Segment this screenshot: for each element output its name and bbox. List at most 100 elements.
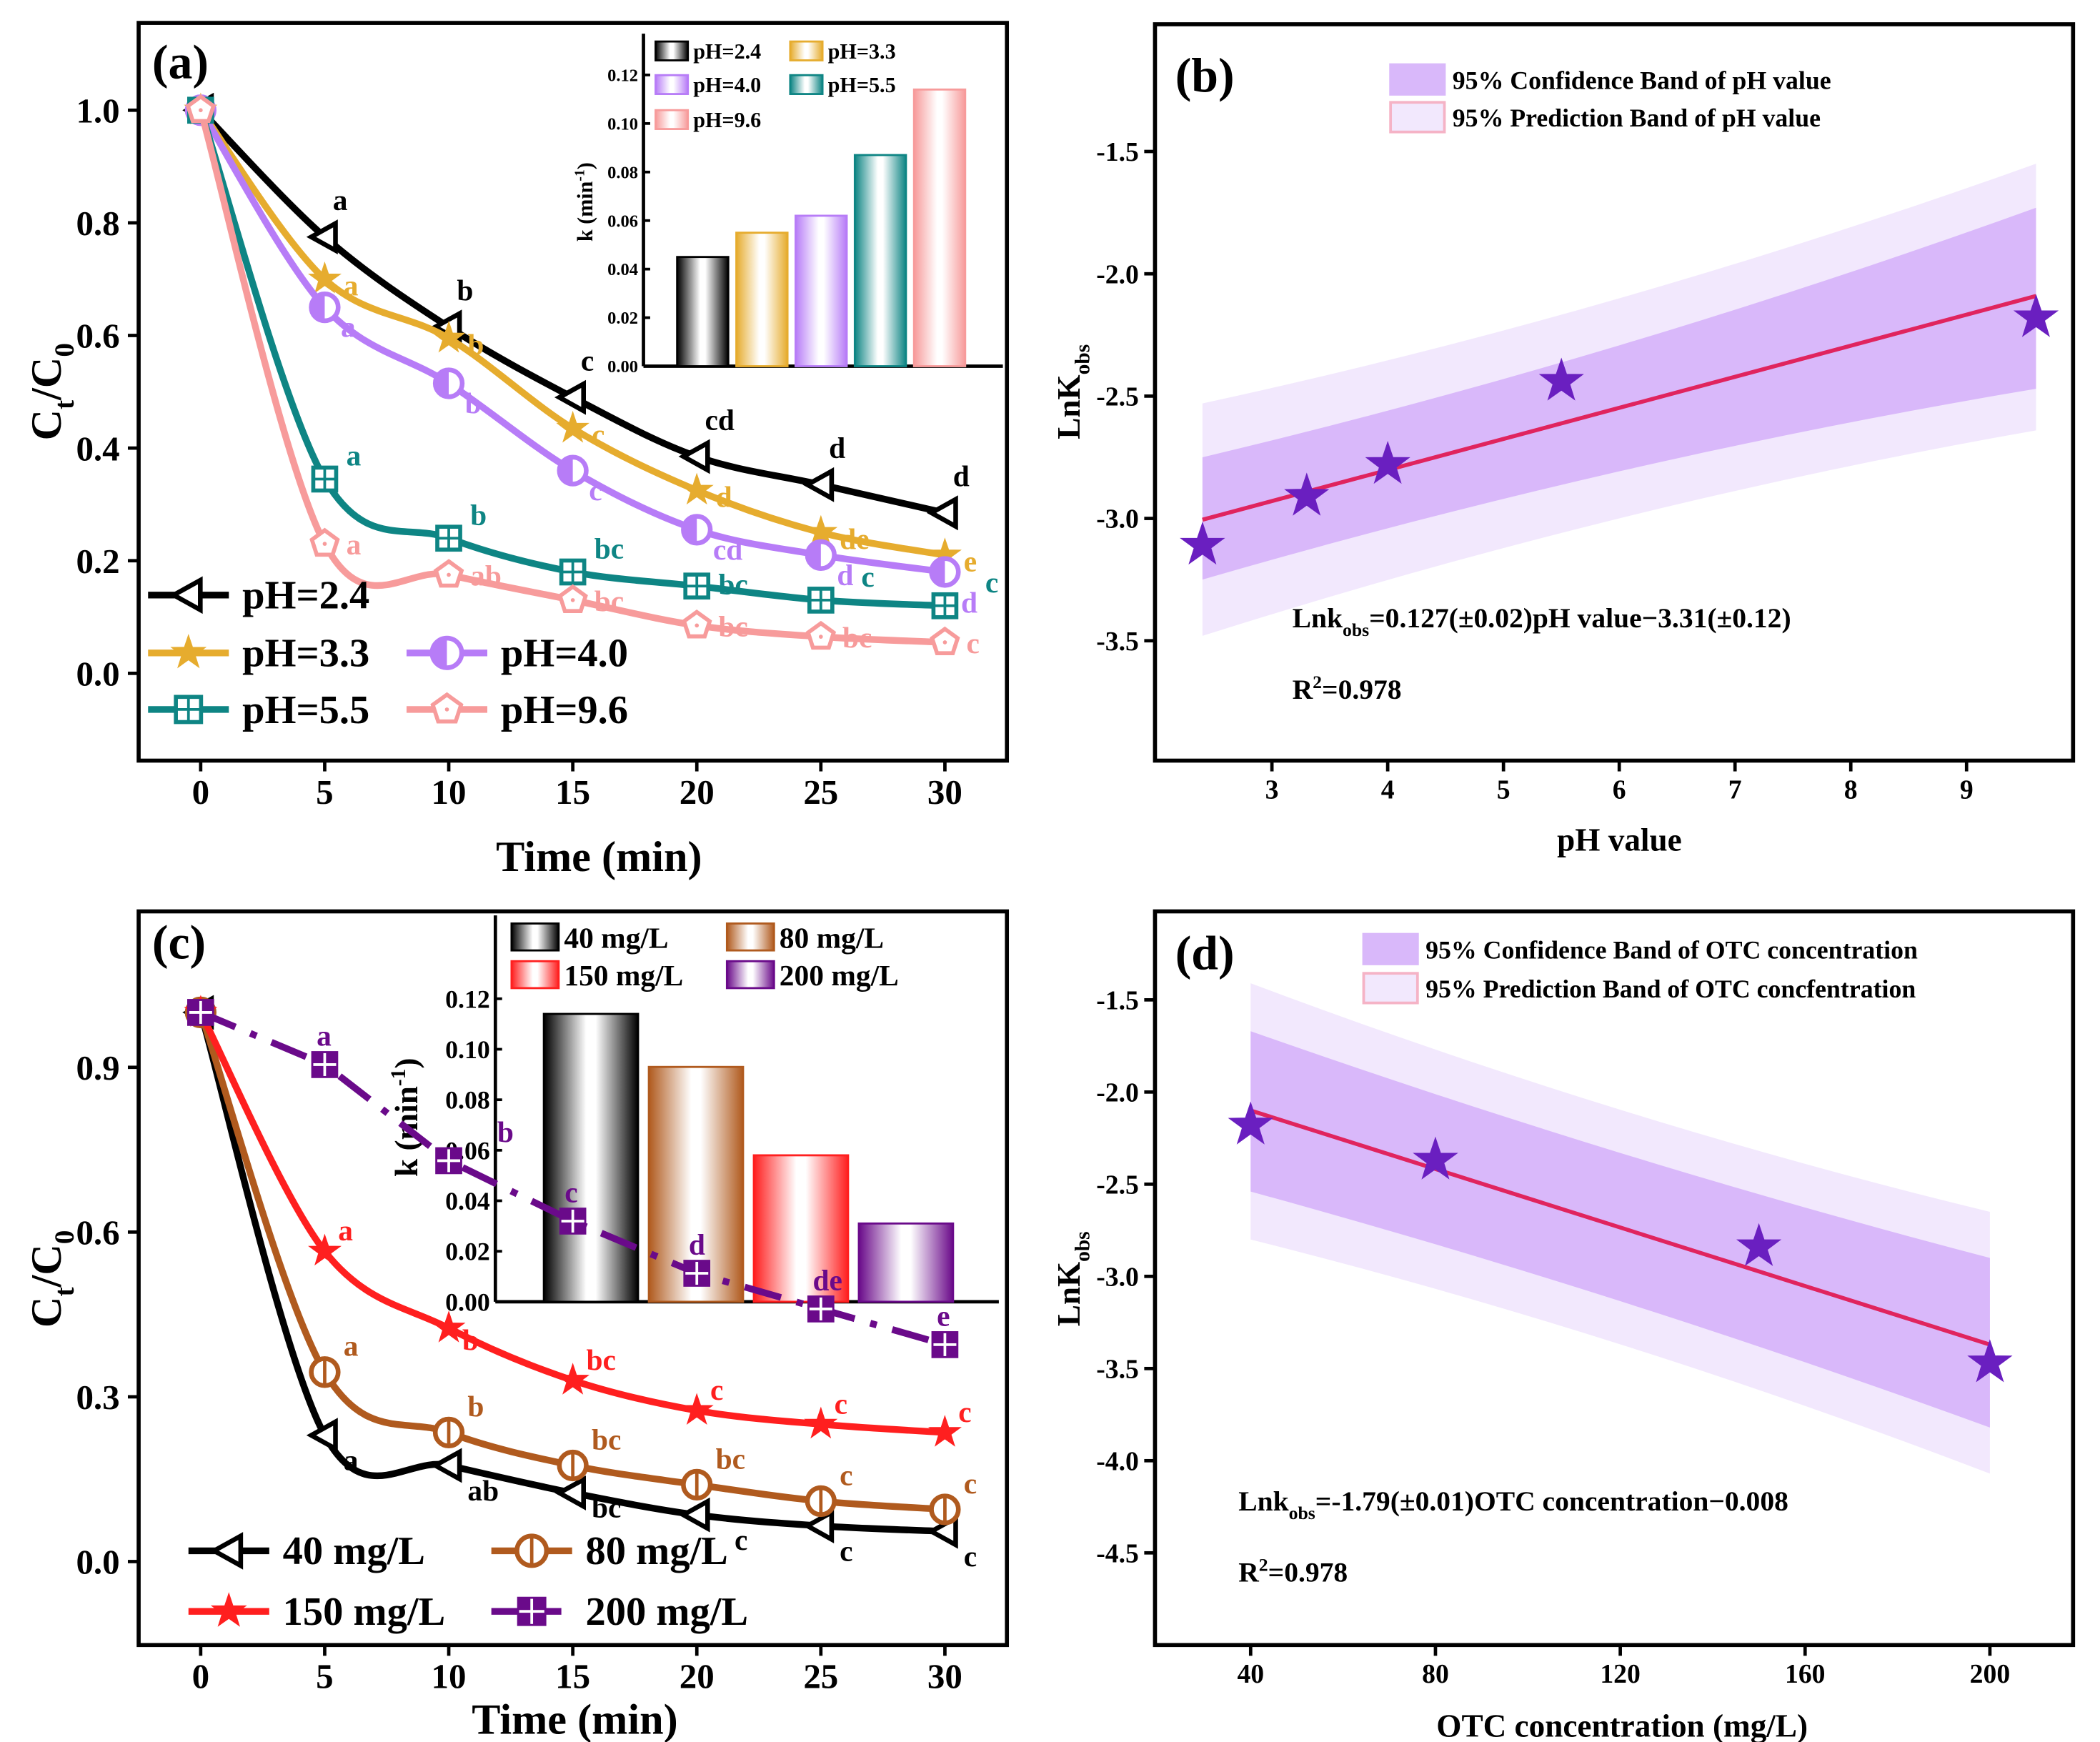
- text-part: obs: [1289, 1503, 1315, 1523]
- fit-line: [1202, 294, 2037, 522]
- pentagon-dot: [199, 108, 203, 113]
- r-squared: R2=0.978: [1238, 1555, 1348, 1588]
- significance-letter: cd: [713, 533, 742, 566]
- significance-letter: ab: [467, 1474, 499, 1507]
- significance-letter: b: [467, 1390, 484, 1423]
- y-tick-label: -3.5: [1096, 627, 1139, 657]
- legend-label: pH=2.4: [242, 574, 369, 618]
- legend-label: 80 mg/L: [780, 921, 884, 954]
- y-tick-label: 0.8: [76, 204, 119, 243]
- triangle-marker: [430, 1448, 462, 1483]
- significance-letter: a: [347, 528, 362, 561]
- significance-letter: d: [953, 459, 970, 492]
- star-marker: [556, 410, 589, 443]
- star-marker: [170, 634, 207, 669]
- bar: [676, 256, 730, 367]
- significance-letter: c: [985, 566, 998, 599]
- y-tick-label: -1.5: [1096, 986, 1139, 1016]
- x-axis-title: OTC concentration (mg/L): [1436, 1708, 1808, 1742]
- triangle-marker: [306, 1418, 338, 1453]
- x-tick-label: 10: [432, 772, 467, 812]
- significance-letter: c: [835, 1387, 847, 1420]
- significance-letter: b: [462, 1323, 479, 1356]
- x-tick-label: 15: [555, 1657, 590, 1696]
- star-marker: [680, 472, 714, 505]
- legend-label: pH=2.4: [693, 39, 761, 64]
- bar: [912, 88, 967, 367]
- x-tick-label: 3: [1265, 775, 1279, 805]
- x-tick-label: 10: [432, 1657, 467, 1696]
- significance-letter: d: [689, 1228, 705, 1261]
- legend-swatch: [655, 109, 690, 130]
- text-part: -1: [572, 169, 587, 181]
- inset-y-tick-label: 0.08: [445, 1086, 490, 1115]
- text-part: -1: [387, 1069, 410, 1086]
- legend-label: pH=9.6: [693, 108, 761, 132]
- y-axis-title: Ct/C0: [23, 343, 80, 440]
- legend-label: pH=5.5: [828, 73, 896, 97]
- pentagon-dot: [444, 707, 449, 712]
- y-tick-label: -2.5: [1096, 1170, 1139, 1200]
- panel-label: (a): [152, 35, 209, 89]
- text-part: C: [23, 1297, 71, 1328]
- x-tick-label: 5: [316, 772, 333, 812]
- significance-letter: de: [813, 1264, 842, 1297]
- legend-swatch: [789, 40, 824, 61]
- text-part: C: [23, 409, 71, 441]
- significance-letter: bc: [718, 568, 747, 601]
- legend-swatch: [789, 74, 824, 95]
- triangle-marker: [209, 1532, 244, 1570]
- x-axis-title: pH value: [1557, 822, 1682, 858]
- triangle-marker: [554, 1475, 586, 1510]
- legend-label: 200 mg/L: [586, 1590, 749, 1634]
- confidence-band: [1202, 207, 2036, 580]
- star-marker: [680, 1393, 714, 1425]
- star-marker: [1365, 440, 1410, 484]
- significance-letter: bc: [594, 584, 624, 617]
- legend-label: 80 mg/L: [586, 1529, 728, 1573]
- y-axis-title: Ct/C0: [23, 1230, 80, 1328]
- text-part: /C: [23, 1244, 71, 1288]
- star-marker: [928, 1415, 962, 1447]
- text-part: LnK: [1051, 374, 1087, 439]
- text-part: =0.127(±0.02)pH value−3.31(±0.12): [1369, 602, 1791, 634]
- star-marker: [804, 1406, 838, 1439]
- legend-label: pH=5.5: [242, 688, 369, 732]
- x-tick-label: 80: [1422, 1659, 1449, 1689]
- legend-label: 95% Confidence Band of pH value: [1453, 66, 1831, 94]
- y-tick-label: -3.0: [1096, 504, 1139, 534]
- star-marker: [1736, 1223, 1782, 1266]
- inset-y-tick-label: 0.04: [445, 1187, 490, 1215]
- significance-letter: a: [347, 439, 362, 472]
- y-axis-title: LnKobs: [1051, 1231, 1095, 1326]
- x-tick-label: 8: [1844, 775, 1858, 805]
- inset-y-tick-label: 0.06: [607, 211, 638, 231]
- legend-label: pH=3.3: [242, 632, 369, 676]
- y-axis-title: LnKobs: [1051, 344, 1095, 439]
- significance-letter: bc: [592, 1423, 621, 1455]
- legend-label: 150 mg/L: [564, 959, 683, 992]
- y-tick-label: -2.0: [1096, 1078, 1139, 1108]
- y-tick-label: 0.9: [76, 1048, 119, 1087]
- x-axis-title: Time (min): [472, 1696, 677, 1742]
- bar: [735, 232, 789, 367]
- legend-label: 95% Prediction Band of OTC concfentratio…: [1425, 975, 1916, 1003]
- significance-letter: b: [470, 498, 487, 531]
- pentagon-dot: [447, 572, 451, 577]
- y-tick-label: 0.6: [76, 1213, 119, 1252]
- star-marker: [1538, 357, 1584, 401]
- triangle-marker: [678, 1497, 710, 1533]
- panel-c: 0.000.020.040.060.080.100.12k (min-1)40 …: [23, 909, 1010, 1742]
- x-tick-label: 200: [1970, 1659, 2010, 1689]
- panel-label: (b): [1175, 49, 1235, 102]
- x-tick-label: 5: [1497, 775, 1511, 805]
- star-marker: [308, 1233, 342, 1266]
- x-tick-label: 6: [1613, 775, 1626, 805]
- inset-y-tick-label: 0.12: [607, 66, 638, 85]
- star-marker: [556, 1363, 589, 1395]
- significance-letter: c: [861, 560, 874, 593]
- plot-frame: [1153, 22, 2076, 763]
- significance-letter: c: [964, 1540, 977, 1573]
- y-tick-label: -4.5: [1096, 1538, 1139, 1568]
- y-tick-label: -2.0: [1096, 259, 1139, 289]
